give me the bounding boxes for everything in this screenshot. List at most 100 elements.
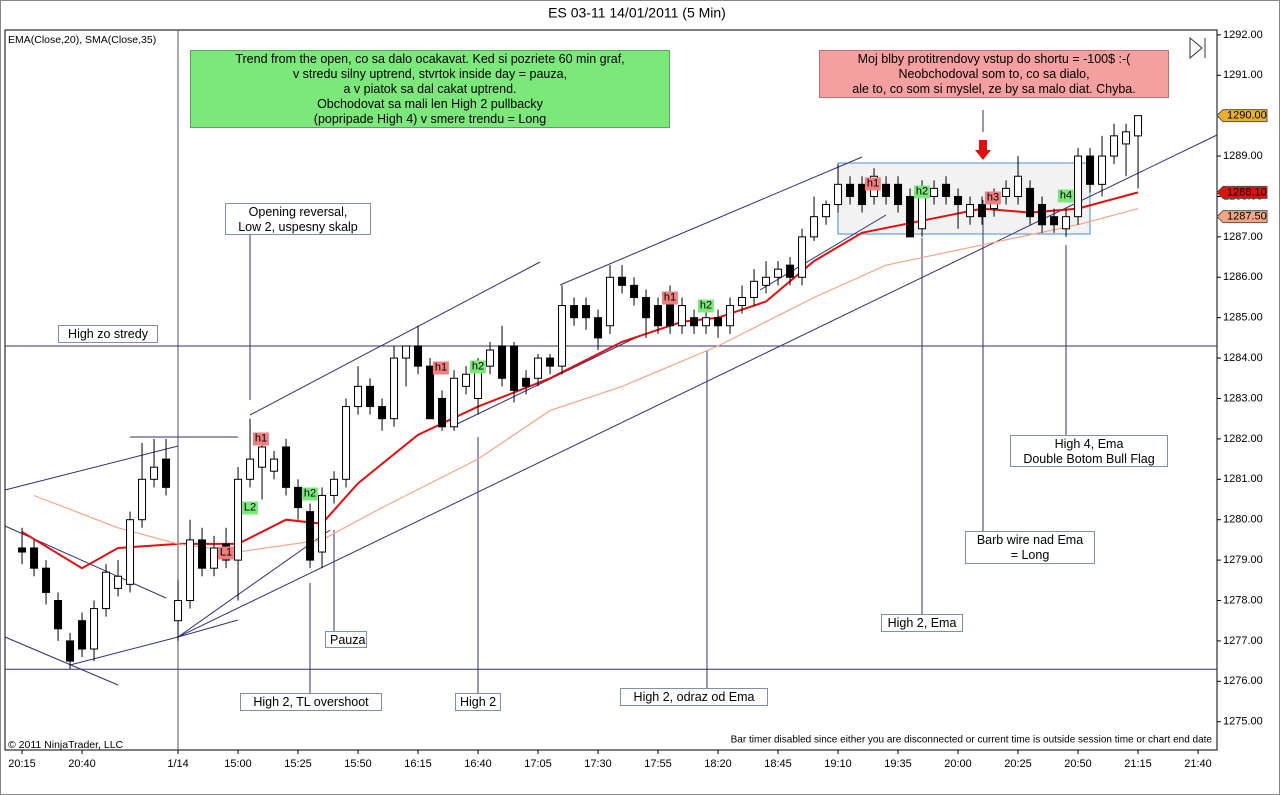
pattern-tag: h1 <box>432 361 450 375</box>
note-line: Opening reversal, <box>248 205 348 219</box>
candle-body <box>798 236 807 278</box>
candle-body <box>78 620 87 650</box>
candle-body <box>282 446 291 488</box>
candle-body <box>642 296 651 319</box>
candle-body <box>294 486 303 509</box>
note-line: High 2 <box>460 695 497 709</box>
indicator-line <box>33 208 1139 553</box>
high4-note: High 4, Ema Double Botom Bull Flag <box>1010 435 1168 467</box>
candle-body <box>30 547 39 569</box>
x-tick-label: 20:25 <box>1004 758 1032 770</box>
x-tick-label: 21:40 <box>1184 758 1212 770</box>
y-tick-label: 1279.00 <box>1223 554 1263 566</box>
y-tick-label: 1289.00 <box>1223 150 1263 162</box>
x-tick-label: 20:50 <box>1064 758 1092 770</box>
candle-body <box>1038 204 1047 226</box>
y-tick-label: 1278.00 <box>1223 594 1263 606</box>
pattern-tag: h2 <box>301 487 319 501</box>
odraz-note: High 2, odraz od Ema <box>620 688 768 706</box>
x-tick-label: 1/14 <box>167 758 188 770</box>
candle-body <box>858 183 867 206</box>
candle-body <box>1050 216 1059 226</box>
indicator-line <box>21 191 1139 570</box>
y-tick-label: 1276.00 <box>1223 675 1263 687</box>
candle-body <box>726 305 735 327</box>
candle-body <box>594 317 603 339</box>
plot-frame <box>4 29 1218 751</box>
x-tick-label: 19:10 <box>824 758 852 770</box>
indicator-label: EMA(Close,20), SMA(Close,35) <box>8 34 156 46</box>
candle-body <box>54 600 63 630</box>
candle-body <box>354 385 363 408</box>
note-line: High 2, odraz od Ema <box>633 690 755 704</box>
price-marker <box>1216 185 1268 199</box>
candle-body <box>186 539 195 602</box>
candle-body <box>114 575 123 589</box>
status-text: Bar timer disabled since either you are … <box>731 735 1213 746</box>
y-tick-label: 1280.00 <box>1223 514 1263 526</box>
candle-body <box>810 216 819 238</box>
pattern-tag: L2 <box>241 501 259 515</box>
candle-body <box>150 466 159 480</box>
note-line: a v piatok sa dal cakat uptrend. <box>343 82 517 96</box>
x-tick-label: 20:40 <box>68 758 96 770</box>
candle-body <box>714 317 723 327</box>
note-line: High zo stredy <box>68 327 148 341</box>
callout-lines <box>249 110 1067 693</box>
candle-body <box>462 373 471 387</box>
candle-body <box>390 357 399 420</box>
note-line: ale to, co som si myslel, ze by sa malo … <box>852 82 1136 96</box>
candle-body <box>270 458 279 472</box>
short-arrow <box>975 140 991 160</box>
pattern-tag: L1 <box>217 546 235 560</box>
note-line: High 4, Ema <box>1054 437 1124 451</box>
wed-high-note: High zo stredy <box>58 325 158 343</box>
y-tick-label: 1283.00 <box>1223 392 1263 404</box>
pattern-tag: h1 <box>661 291 679 305</box>
candle-body <box>618 276 627 286</box>
candle-body <box>498 345 507 379</box>
barb-note: Barb wire nad Ema = Long <box>965 531 1095 564</box>
candle-body <box>882 183 891 197</box>
candle-body <box>546 357 555 367</box>
y-tick-label: 1285.00 <box>1223 312 1263 324</box>
note-line: Obchodovat sa mali len High 2 pullbacky <box>317 97 543 111</box>
candle-body <box>558 305 567 367</box>
note-line: = Long <box>1010 548 1050 562</box>
candle-body <box>450 377 459 428</box>
x-tick-label: 17:55 <box>644 758 672 770</box>
mistake-note: Moj blby protitrendovy vstup do shortu =… <box>819 50 1169 98</box>
x-tick-label: 17:05 <box>524 758 552 770</box>
note-line: High 2, Ema <box>887 616 957 630</box>
x-tick-label: 18:20 <box>704 758 732 770</box>
candle-body <box>750 280 759 298</box>
pattern-tag: h1 <box>864 177 882 191</box>
candle-body <box>846 183 855 197</box>
candle-body <box>402 345 411 359</box>
candle-body <box>678 305 687 327</box>
candle-body <box>306 511 315 561</box>
candle-body <box>438 397 447 428</box>
candle-body <box>582 305 591 319</box>
price-marker-label: 1290.00 <box>1227 110 1267 122</box>
candle-body <box>42 567 51 593</box>
candle-body <box>126 519 135 585</box>
note-line: Pauza <box>330 633 366 647</box>
candle-body <box>906 195 915 238</box>
candle-body <box>738 296 747 307</box>
candle-body <box>1134 115 1143 137</box>
candle-body <box>1098 155 1107 185</box>
range-box <box>837 162 1091 235</box>
candle-body <box>1062 216 1071 230</box>
candle-body <box>414 345 423 367</box>
y-tick-label: 1292.00 <box>1223 29 1263 41</box>
candle-body <box>762 276 771 286</box>
opening-note: Opening reversal, Low 2, uspesny skalp <box>225 203 371 235</box>
copyright: © 2011 NinjaTrader, LLC <box>8 739 124 751</box>
candle-body <box>510 345 519 391</box>
candle-body <box>258 446 267 468</box>
candle-body <box>318 494 327 553</box>
x-tick-label: 16:15 <box>404 758 432 770</box>
note-line: Barb wire nad Ema <box>976 533 1084 547</box>
candle-body <box>630 284 639 298</box>
